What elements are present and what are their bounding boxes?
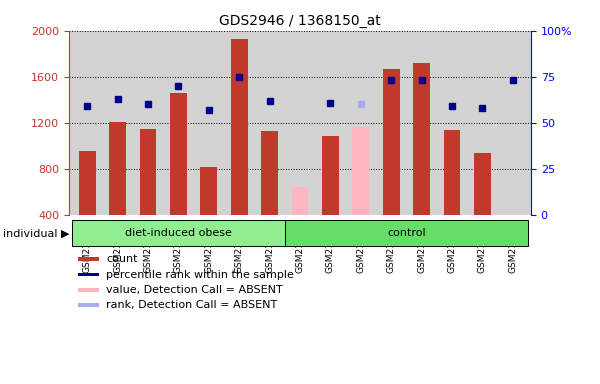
Bar bbox=[322, 136, 339, 215]
Bar bbox=[78, 288, 99, 292]
Bar bbox=[78, 273, 99, 276]
Text: count: count bbox=[106, 254, 137, 264]
Text: percentile rank within the sample: percentile rank within the sample bbox=[106, 270, 294, 280]
Bar bbox=[78, 257, 99, 261]
Text: control: control bbox=[387, 228, 425, 238]
Text: diet-induced obese: diet-induced obese bbox=[125, 228, 232, 238]
Bar bbox=[443, 130, 460, 215]
Bar bbox=[72, 220, 285, 246]
Bar bbox=[170, 93, 187, 215]
Bar bbox=[200, 167, 217, 215]
Bar bbox=[292, 187, 308, 215]
Bar bbox=[231, 39, 248, 215]
Bar bbox=[383, 69, 400, 215]
Bar bbox=[261, 131, 278, 215]
Title: GDS2946 / 1368150_at: GDS2946 / 1368150_at bbox=[219, 14, 381, 28]
Text: value, Detection Call = ABSENT: value, Detection Call = ABSENT bbox=[106, 285, 283, 295]
Bar bbox=[352, 127, 369, 215]
Bar bbox=[413, 63, 430, 215]
Bar bbox=[140, 129, 157, 215]
Bar bbox=[78, 303, 99, 307]
Text: individual ▶: individual ▶ bbox=[3, 228, 70, 238]
Text: rank, Detection Call = ABSENT: rank, Detection Call = ABSENT bbox=[106, 300, 277, 310]
Bar bbox=[285, 220, 528, 246]
Bar bbox=[79, 151, 95, 215]
Bar bbox=[109, 122, 126, 215]
Bar bbox=[474, 153, 491, 215]
